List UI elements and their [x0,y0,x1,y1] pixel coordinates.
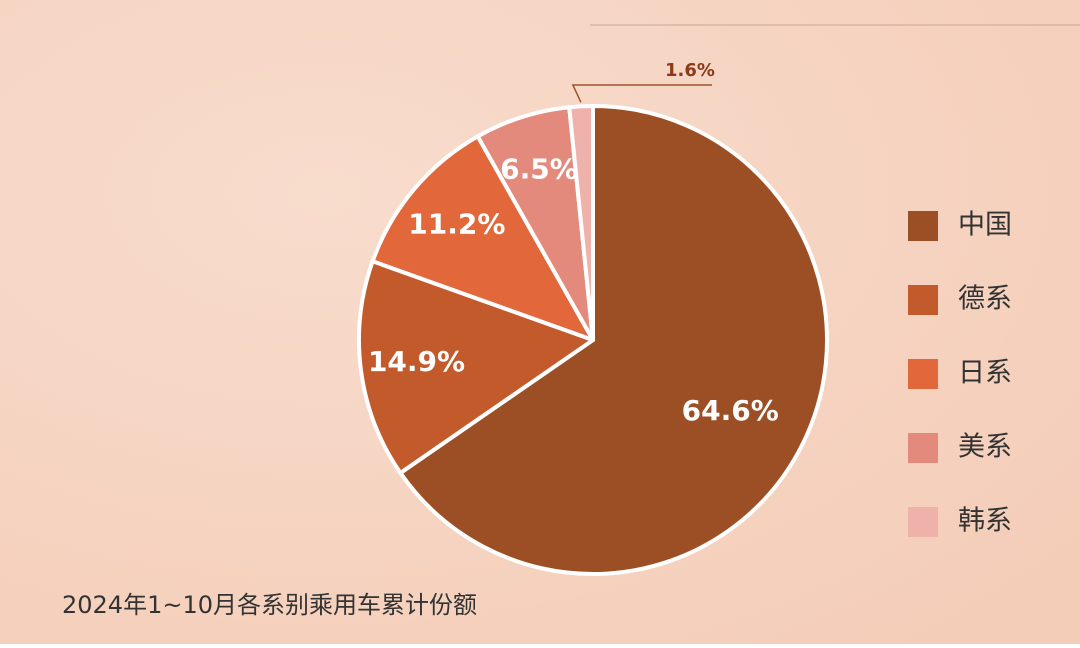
data-label: 6.5% [500,152,578,185]
pie-slice [567,104,595,342]
legend-swatch [908,285,938,315]
legend-swatch [908,359,938,389]
pie-slice [357,259,595,475]
data-label: 1.6% [665,60,715,81]
data-label: 14.9% [368,345,465,378]
chart-title: 2024年1~10月各系别乘用车累计份额 [62,591,477,619]
legend-label: 日系 [958,358,1012,389]
data-label: 64.6% [682,394,779,427]
legend-label: 中国 [958,210,1012,241]
data-label: 11.2% [408,207,505,240]
legend-swatch [908,507,938,537]
leader-line [571,84,712,103]
pie-slice [398,104,829,576]
legend-swatch [908,433,938,463]
pie-slice [370,134,595,342]
legend-swatch [908,211,938,241]
legend-label: 美系 [958,432,1012,463]
legend-label: 德系 [958,284,1012,315]
legend-label: 韩系 [958,506,1012,537]
